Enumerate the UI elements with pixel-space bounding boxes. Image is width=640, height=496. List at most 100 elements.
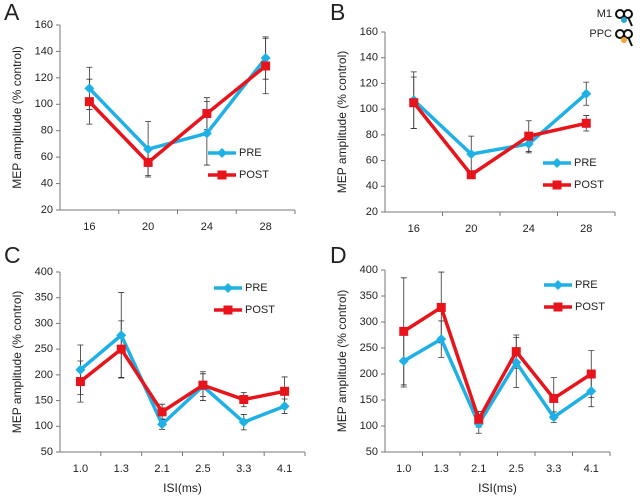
marker (217, 148, 227, 158)
x-tick-label: 28 (580, 223, 592, 235)
marker (553, 280, 563, 290)
x-tick-label: 4.1 (277, 463, 292, 475)
x-tick-label: 1.3 (434, 463, 449, 475)
x-tick-label: 20 (465, 223, 477, 235)
x-tick-label: 2.5 (195, 463, 210, 475)
annotation: M1 (597, 8, 612, 20)
y-tick-label: 350 (35, 292, 53, 304)
y-tick-label: 160 (360, 26, 378, 38)
annotation: PPC (589, 28, 612, 40)
marker (223, 283, 233, 293)
legend-label: POST (575, 301, 605, 313)
x-tick-label: 1.0 (396, 463, 411, 475)
series-line (79, 332, 286, 428)
marker (84, 97, 94, 107)
y-tick-label: 60 (366, 154, 378, 166)
marker (436, 334, 447, 345)
marker (198, 380, 208, 390)
y-tick-label: 300 (360, 316, 378, 328)
panel: D MEP amplitude (% control) ISI(ms) 50 100 15… (330, 242, 611, 495)
marker (586, 369, 596, 379)
marker (511, 347, 521, 357)
legend-label: POST (245, 304, 275, 316)
marker (511, 357, 522, 368)
y-tick-label: 100 (360, 420, 378, 432)
coil-icon (623, 9, 633, 19)
marker (280, 386, 290, 396)
y-tick-label: 80 (41, 125, 53, 137)
marker (399, 326, 409, 336)
legend-label: POST (574, 179, 604, 191)
y-tick-label: 50 (41, 446, 53, 458)
y-tick-label: 80 (366, 129, 378, 141)
y-tick-label: 100 (360, 103, 378, 115)
x-axis-label: ISI(ms) (163, 481, 202, 495)
x-tick-label: 24 (523, 223, 535, 235)
marker (223, 305, 233, 315)
marker (143, 144, 154, 155)
x-tick-label: 2.5 (509, 463, 524, 475)
series-line (79, 346, 285, 415)
y-axis-label: MEP amplitude (% control) (10, 46, 24, 189)
panel-label: B (330, 0, 345, 25)
y-axis-label: MEP amplitude (% control) (10, 291, 24, 434)
y-tick-label: 140 (35, 45, 53, 57)
x-tick-label: 20 (142, 221, 154, 233)
x-tick-label: 3.3 (236, 463, 251, 475)
marker (261, 61, 271, 71)
marker (239, 395, 249, 405)
panel-label: A (4, 0, 20, 25)
marker (474, 414, 484, 424)
panel-label: C (4, 242, 21, 268)
series-line (412, 92, 588, 157)
series-line (412, 101, 587, 178)
marker (116, 330, 127, 341)
y-tick-label: 150 (360, 394, 378, 406)
panel: C MEP amplitude (% control) ISI(ms) 50 100 15… (4, 242, 306, 495)
x-tick-label: 24 (201, 221, 213, 233)
coil-icon (627, 36, 633, 47)
marker (84, 83, 95, 94)
panel: B MEP amplitude (% control) 20 40 60 80 100 120… (330, 0, 633, 235)
y-tick-label: 60 (41, 151, 53, 163)
coil-icon (615, 9, 625, 19)
marker (398, 356, 409, 366)
x-tick-label: 16 (408, 223, 420, 235)
y-tick-label: 160 (35, 19, 53, 31)
x-tick-label: 4.1 (584, 463, 599, 475)
marker (586, 386, 597, 397)
marker (436, 302, 446, 312)
coil-icon (623, 29, 633, 39)
marker (201, 128, 212, 139)
marker (260, 53, 271, 64)
x-tick-label: 3.3 (546, 463, 561, 475)
y-tick-label: 50 (366, 446, 378, 458)
y-tick-label: 100 (35, 420, 53, 432)
y-tick-label: 40 (41, 177, 53, 189)
marker (143, 157, 153, 167)
legend-label: PRE (239, 147, 262, 159)
y-tick-label: 120 (35, 72, 53, 84)
marker (157, 419, 168, 430)
y-axis-label: MEP amplitude (% control) (335, 290, 349, 433)
y-axis-label: MEP amplitude (% control) (335, 51, 349, 194)
series-line (88, 64, 267, 165)
panel: A MEP amplitude (% control) 20 40 60 80 100 120… (4, 0, 296, 233)
x-tick-label: 1.3 (114, 463, 129, 475)
legend-label: PRE (574, 157, 597, 169)
x-tick-label: 16 (83, 221, 95, 233)
coil-icon (615, 29, 625, 39)
legend-label: PRE (245, 282, 268, 294)
marker (157, 407, 167, 417)
marker (75, 364, 86, 375)
y-tick-label: 300 (35, 317, 53, 329)
marker (279, 401, 290, 412)
legend-label: POST (239, 169, 269, 181)
y-tick-label: 140 (360, 52, 378, 64)
x-tick-label: 2.1 (154, 463, 169, 475)
marker (202, 109, 212, 119)
x-tick-label: 1.0 (73, 463, 88, 475)
y-tick-label: 20 (41, 204, 53, 216)
marker (552, 158, 562, 168)
series-line (88, 56, 268, 152)
